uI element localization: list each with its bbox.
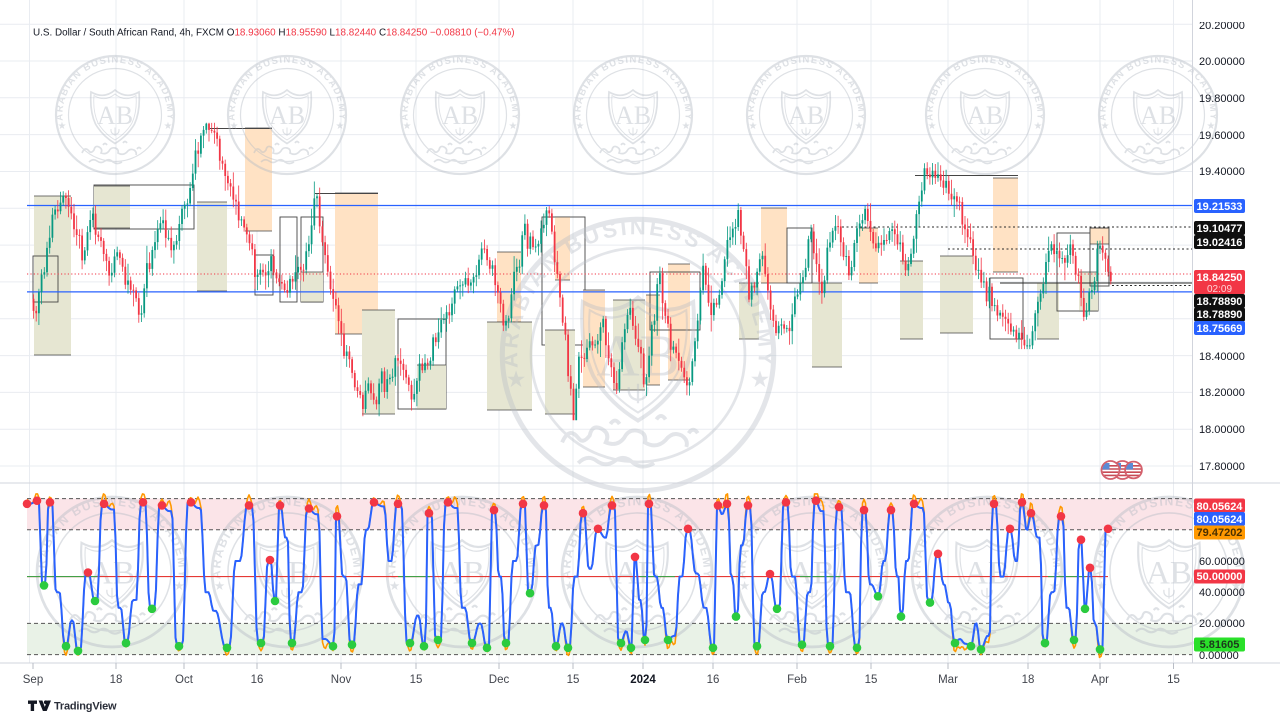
svg-text:Feb: Feb	[787, 674, 807, 686]
svg-text:19.60000: 19.60000	[1199, 130, 1245, 142]
svg-text:TradingView: TradingView	[54, 701, 117, 713]
svg-text:18.78890: 18.78890	[1197, 309, 1243, 321]
svg-text:15: 15	[567, 674, 580, 686]
svg-text:Oct: Oct	[175, 674, 194, 686]
svg-text:2024: 2024	[630, 674, 656, 686]
svg-text:20.00000: 20.00000	[1199, 618, 1245, 630]
svg-text:16: 16	[707, 674, 720, 686]
svg-text:19.40000: 19.40000	[1199, 166, 1245, 178]
svg-text:18: 18	[110, 674, 123, 686]
svg-text:Dec: Dec	[489, 674, 510, 686]
svg-text:18.78890: 18.78890	[1197, 296, 1243, 308]
svg-text:80.05624: 80.05624	[1197, 514, 1244, 526]
svg-text:18.00000: 18.00000	[1199, 424, 1245, 436]
svg-text:18.40000: 18.40000	[1199, 351, 1245, 363]
svg-text:19.10477: 19.10477	[1197, 223, 1243, 235]
svg-text:16: 16	[251, 674, 264, 686]
svg-text:80.05624: 80.05624	[1197, 501, 1244, 513]
svg-text:17.80000: 17.80000	[1199, 461, 1245, 473]
svg-text:Nov: Nov	[331, 674, 352, 686]
svg-text:Mar: Mar	[938, 674, 958, 686]
svg-text:15: 15	[865, 674, 878, 686]
svg-text:15: 15	[1167, 674, 1180, 686]
svg-text:40.00000: 40.00000	[1199, 587, 1245, 599]
svg-text:18: 18	[1022, 674, 1035, 686]
svg-text:19.80000: 19.80000	[1199, 93, 1245, 105]
svg-text:19.21533: 19.21533	[1197, 201, 1243, 213]
svg-text:Apr: Apr	[1091, 674, 1109, 686]
svg-text:19.02416: 19.02416	[1197, 237, 1243, 249]
svg-text:79.47202: 79.47202	[1197, 527, 1243, 539]
svg-text:U.S. Dollar / South African Ra: U.S. Dollar / South African Rand, 4h, FX…	[33, 28, 515, 39]
svg-text:18.75669: 18.75669	[1197, 323, 1243, 335]
svg-text:18.20000: 18.20000	[1199, 387, 1245, 399]
svg-text:50.00000: 50.00000	[1197, 571, 1243, 583]
svg-text:5.81605: 5.81605	[1200, 639, 1240, 651]
svg-text:20.20000: 20.20000	[1199, 20, 1245, 32]
svg-text:15: 15	[410, 674, 423, 686]
svg-text:20.00000: 20.00000	[1199, 56, 1245, 68]
svg-text:18.84250: 18.84250	[1197, 272, 1243, 284]
svg-text:60.00000: 60.00000	[1199, 556, 1245, 568]
svg-text:0.00000: 0.00000	[1199, 650, 1239, 662]
svg-text:Sep: Sep	[23, 674, 43, 686]
svg-text:02:09: 02:09	[1207, 284, 1232, 295]
